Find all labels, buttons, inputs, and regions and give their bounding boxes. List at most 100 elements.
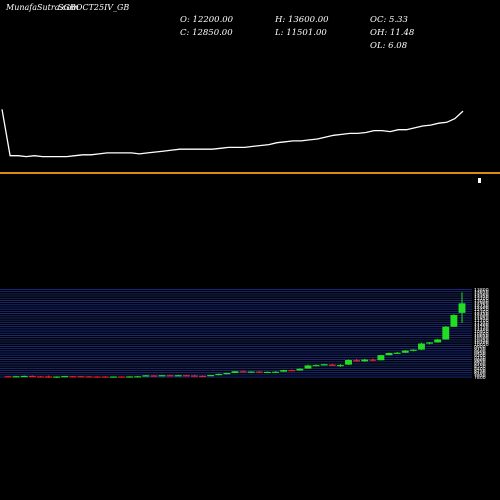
candle-body: [296, 368, 304, 371]
price-tick-label: 10650: [474, 333, 489, 339]
candle-body: [247, 371, 255, 373]
candle-body: [118, 376, 125, 378]
candle-body: [61, 376, 69, 378]
low-stat: L: 11501.00: [275, 28, 327, 38]
candle-body: [393, 352, 401, 354]
close-stat: C: 12850.00: [180, 28, 233, 38]
price-tick-label: 13800: [474, 287, 489, 293]
candle-body: [328, 364, 336, 366]
price-tick-label: 8400: [474, 366, 486, 372]
price-tick-label: 11850: [474, 316, 489, 322]
candle-body: [174, 375, 182, 377]
price-tick-label: 12000: [474, 314, 489, 320]
price-tick-label: 12900: [474, 301, 489, 307]
candle-body: [458, 303, 466, 313]
candle-body: [142, 375, 150, 377]
price-tick-label: 13500: [474, 292, 489, 298]
candle-body: [231, 371, 239, 373]
site-label: MunafaSutra.com: [6, 3, 79, 12]
price-tick-label: 11250: [474, 325, 489, 331]
price-tick-label: 13050: [474, 298, 489, 304]
oc-stat: OC: 5.33: [370, 15, 408, 25]
price-grid: [0, 289, 472, 378]
candle-body: [28, 375, 36, 378]
candle-body: [426, 342, 434, 344]
candle-body: [53, 376, 61, 378]
candle-body: [361, 359, 369, 362]
candle-body: [263, 371, 271, 374]
volume-line: [1, 109, 464, 158]
symbol-label: SGBOCT25IV_GB: [58, 3, 130, 12]
candle-body: [4, 376, 12, 378]
candle-body: [36, 376, 44, 378]
candle-body: [134, 376, 142, 378]
candle-body: [434, 339, 442, 343]
candle-body: [336, 365, 344, 367]
candle-body: [239, 371, 247, 373]
price-tick-label: 10200: [474, 340, 489, 346]
price-tick-label: 10500: [474, 336, 489, 342]
price-tick-label: 12150: [474, 312, 489, 318]
candle-body: [158, 375, 166, 377]
price-tick-label: 8850: [474, 360, 486, 366]
candle-body: [93, 376, 101, 378]
volume-pane: [1, 109, 464, 158]
price-tick-label: 10350: [474, 338, 489, 344]
price-tick-label: 12450: [474, 307, 489, 313]
candle-body: [255, 371, 263, 373]
ol-stat: OL: 6.08: [370, 41, 408, 51]
candle-body: [20, 375, 28, 378]
price-tick-label: 9150: [474, 355, 486, 361]
candle-body: [418, 343, 425, 350]
price-tick-label: 9750: [474, 347, 486, 353]
candle-body: [12, 376, 20, 378]
price-tick-label: 11100: [474, 327, 489, 333]
candle-body: [409, 349, 417, 351]
candle-body: [353, 360, 361, 362]
candle-body: [272, 371, 279, 373]
candle-body: [77, 376, 85, 378]
price-tick-label: 12750: [474, 303, 489, 309]
price-tick-label: 7800: [474, 375, 486, 381]
price-tick-label: 12300: [474, 309, 489, 315]
candle-body: [109, 376, 117, 378]
price-tick-label: 10050: [474, 342, 489, 348]
candle-body: [288, 370, 296, 372]
candle-body: [85, 376, 93, 378]
candle-body: [199, 375, 207, 377]
price-tick-label: 10950: [474, 329, 489, 335]
price-tick-label: 8100: [474, 371, 486, 377]
candle-body: [442, 326, 450, 340]
oh-stat: OH: 11.48: [370, 28, 415, 38]
candles: [4, 292, 466, 378]
candle-body: [377, 355, 385, 361]
candle-body: [401, 350, 409, 353]
candle-body: [45, 376, 52, 378]
candle-body: [304, 365, 312, 369]
candle-body: [345, 359, 352, 365]
candle-body: [101, 376, 109, 378]
candle-body: [126, 376, 134, 378]
candle-body: [150, 375, 158, 377]
candle-body: [166, 375, 174, 377]
price-tick-label: 13200: [474, 296, 489, 302]
candle-body: [69, 376, 77, 378]
marker-icon: [478, 178, 481, 183]
candle-body: [182, 375, 190, 377]
price-tick-label: 8550: [474, 364, 486, 370]
price-tick-label: 11700: [474, 318, 489, 324]
price-tick-label: 11400: [474, 323, 489, 329]
price-tick-label: 8700: [474, 362, 486, 368]
price-tick-label: 13350: [474, 294, 489, 300]
price-tick-label: 9300: [474, 353, 486, 359]
candle-body: [320, 364, 328, 366]
price-tick-label: 13650: [474, 290, 489, 296]
price-tick-label: 7950: [474, 373, 486, 379]
price-tick-label: 9000: [474, 358, 486, 364]
price-tick-label: 9450: [474, 351, 486, 357]
candle-body: [280, 370, 288, 372]
candle-body: [385, 352, 393, 356]
price-tick-label: 8250: [474, 369, 486, 375]
candle-body: [369, 359, 377, 361]
